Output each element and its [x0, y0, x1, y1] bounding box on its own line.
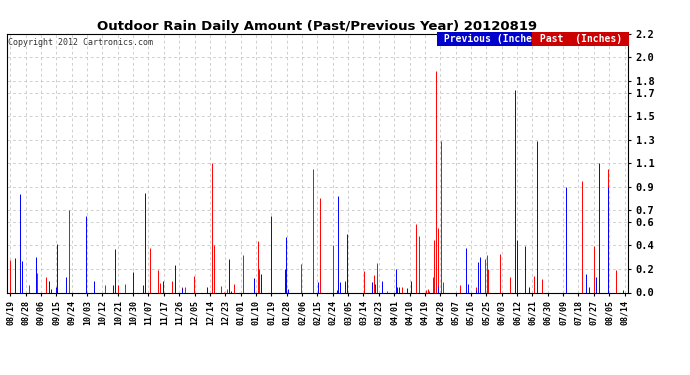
- Title: Outdoor Rain Daily Amount (Past/Previous Year) 20120819: Outdoor Rain Daily Amount (Past/Previous…: [97, 20, 538, 33]
- Text: Previous (Inches): Previous (Inches): [439, 34, 550, 44]
- Text: Copyright 2012 Cartronics.com: Copyright 2012 Cartronics.com: [8, 38, 152, 46]
- Text: Past  (Inches): Past (Inches): [533, 34, 627, 44]
